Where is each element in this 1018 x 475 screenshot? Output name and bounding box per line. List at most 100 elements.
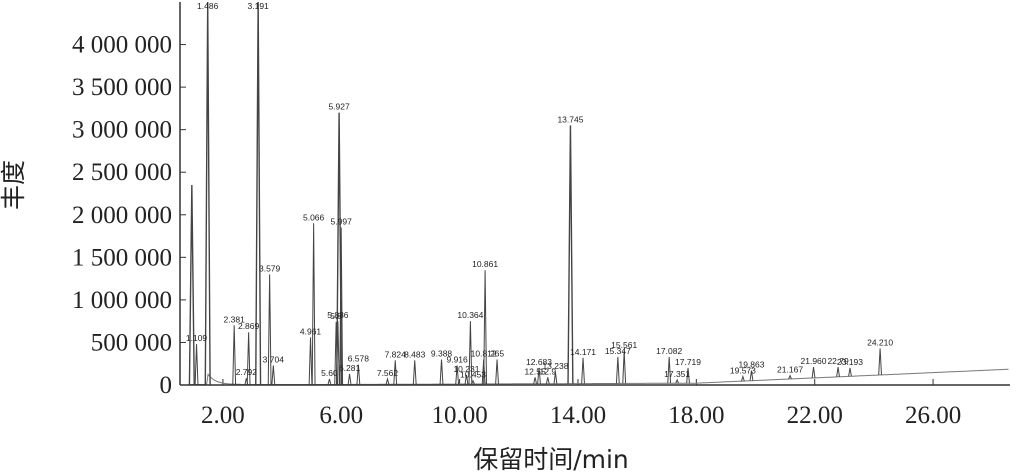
peak-mark — [246, 332, 251, 385]
peak-mark — [188, 184, 195, 385]
peak-mark — [393, 360, 398, 385]
peak-label: 22.79 — [827, 356, 849, 366]
peak-mark — [567, 125, 574, 384]
x-tick-label: 26.00 — [905, 402, 961, 429]
x-axis-title: 保留时间/min — [473, 445, 629, 474]
peak-label: 7.562 — [377, 368, 399, 378]
peak-label: 6.578 — [348, 354, 370, 364]
peak-mark — [311, 223, 316, 385]
peak-mark — [581, 357, 585, 384]
peak-mark — [675, 378, 680, 384]
peak-mark — [267, 274, 272, 385]
peak-label: 2.792 — [236, 367, 258, 377]
x-tick-label: 14.00 — [550, 402, 606, 429]
peak-label: 15.561 — [611, 340, 637, 350]
peak-mark — [741, 374, 745, 382]
peak-mark — [385, 377, 390, 385]
peak-label: 10.231 — [453, 364, 479, 374]
peak-label: 10.453 — [460, 370, 486, 380]
peak-mark — [495, 359, 499, 384]
peak-mark — [327, 378, 332, 385]
peak-mark — [836, 367, 840, 377]
peak-label: 17.351 — [664, 369, 690, 379]
peak-mark — [483, 270, 488, 384]
peak-mark — [271, 365, 276, 385]
peak-label: 5.60 — [321, 368, 338, 378]
peak-label: 19.573 — [730, 365, 756, 375]
peak-mark — [537, 367, 541, 384]
peak-label: 4.961 — [300, 326, 322, 336]
peak-label: 15.347 — [605, 346, 631, 356]
peak-mark — [545, 377, 550, 384]
peak-label: 13.238 — [542, 361, 568, 371]
peak-mark — [788, 374, 792, 380]
y-tick-label: 1 500 000 — [72, 244, 172, 271]
peak-label: 3.191 — [248, 1, 270, 11]
peak-mark — [255, 1, 262, 385]
peak-mark — [356, 364, 361, 385]
peak-label: 12.9 — [540, 366, 557, 376]
peak-marks — [188, 1, 882, 385]
peak-label: 9.388 — [431, 348, 453, 358]
x-tick-label: 6.00 — [319, 402, 363, 429]
peak-label: 7.824 — [385, 349, 407, 359]
peak-mark — [204, 1, 211, 385]
peak-mark — [686, 367, 690, 384]
y-tick-label: 3 000 000 — [72, 117, 172, 144]
peak-label: 8.483 — [404, 349, 426, 359]
peak-mark — [878, 348, 882, 375]
peak-mark — [749, 370, 754, 381]
y-tick-label: 0 — [160, 372, 173, 399]
peak-mark — [464, 374, 469, 385]
peak-mark — [194, 344, 199, 385]
peak-mark — [615, 356, 620, 384]
x-axis-ticks: 2.00 6.00 10.00 14.00 18.00 22.00 26.00 — [201, 379, 961, 429]
peak-mark — [622, 350, 627, 384]
peak-label: 17.082 — [656, 346, 682, 356]
peak-label: 12.683 — [526, 357, 552, 367]
y-tick-label: 1 000 000 — [72, 287, 172, 314]
peak-label: 5.836 — [327, 310, 349, 320]
y-tick-label: 4 000 000 — [72, 32, 172, 59]
peak-mark — [533, 377, 537, 384]
peak-mark — [232, 325, 237, 385]
x-tick-label: 10.00 — [432, 402, 488, 429]
peak-label: 21.167 — [777, 365, 803, 375]
peak-mark — [347, 373, 352, 385]
y-tick-label: 500 000 — [91, 329, 172, 356]
peak-mark — [339, 227, 344, 385]
x-tick-label: 22.00 — [787, 402, 843, 429]
peak-label: 9.916 — [446, 354, 468, 364]
x-tick-label: 18.00 — [668, 402, 724, 429]
y-tick-label: 2 000 000 — [72, 202, 172, 229]
peak-mark — [667, 356, 672, 384]
peak-label: 10.861 — [472, 259, 498, 269]
peak-label: 12.55 — [524, 366, 546, 376]
peak-label: 5.8 — [330, 311, 342, 321]
peak-mark — [811, 367, 816, 379]
y-tick-label: 2 500 000 — [72, 159, 172, 186]
peak-mark — [553, 372, 558, 384]
peak-labels: 1.109 1.486 2.381 2.792 2.869 3.191 3.579 3.704… — [186, 1, 893, 380]
peak-mark — [412, 360, 417, 385]
peak-label: 17.719 — [675, 357, 701, 367]
peak-label: 13.745 — [557, 114, 583, 124]
peak-mark — [471, 379, 475, 385]
peak-label: 14.171 — [570, 347, 596, 357]
peak-label: 2.381 — [224, 314, 246, 324]
peak-label: 3.579 — [259, 263, 281, 273]
peak-label: 10.812 — [471, 348, 497, 358]
peak-label: 3.704 — [263, 354, 285, 364]
peak-label: 5.997 — [331, 217, 353, 227]
y-tick-label: 3 500 000 — [72, 74, 172, 101]
peak-label: 5.927 — [328, 102, 350, 112]
baseline-trace — [190, 368, 1009, 385]
peak-mark — [468, 321, 473, 385]
peak-label: 2.869 — [238, 321, 260, 331]
peak-label: 23.193 — [837, 357, 863, 367]
peak-mark — [439, 359, 444, 385]
peak-label: 1.486 — [197, 1, 219, 11]
peak-label: 265 — [490, 348, 504, 358]
x-tick-label: 2.00 — [201, 402, 245, 429]
